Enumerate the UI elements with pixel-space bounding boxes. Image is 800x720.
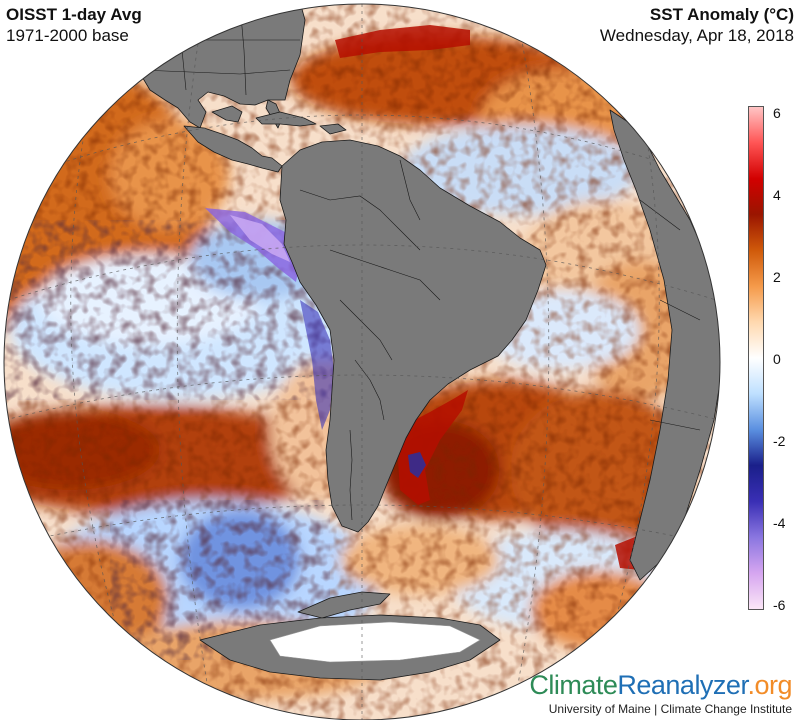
border-line <box>139 69 291 75</box>
colorbar <box>748 106 764 610</box>
logo-part-climate: Climate <box>529 670 618 700</box>
colorbar-tick-label: 2 <box>773 269 781 285</box>
graticule <box>4 4 720 720</box>
chile-coast-cool-band <box>300 300 334 430</box>
peru-cool-anomaly <box>205 208 300 282</box>
site-logo[interactable]: ClimateReanalyzer.org <box>529 670 792 701</box>
variable-block: SST Anomaly (°C) Wednesday, Apr 18, 2018 <box>600 4 794 46</box>
colorbar-tick-label: -2 <box>773 433 786 449</box>
logo-part-reanalyzer: Reanalyzer <box>617 670 748 700</box>
graticule-line <box>39 114 685 171</box>
gulf-stream-warm <box>335 25 470 58</box>
hispaniola-land <box>319 123 347 135</box>
colorbar-tick-label: 0 <box>773 351 781 367</box>
graticule-line <box>609 99 660 641</box>
graticule-line <box>176 29 211 701</box>
variable-title: SST Anomaly (°C) <box>649 5 794 24</box>
graticule-line <box>4 374 720 421</box>
baseline-subtitle: 1971-2000 base <box>6 26 129 45</box>
cuba-land <box>255 111 317 127</box>
logo-part-org: .org <box>747 670 792 700</box>
title-block: OISST 1-day Avg 1971-2000 base <box>6 4 142 46</box>
graticule-line <box>70 99 121 641</box>
border-line <box>329 249 441 301</box>
falklands-current-cool <box>408 452 426 478</box>
institution-credit: University of Maine | Climate Change Ins… <box>548 702 792 716</box>
colorbar-tick-label: 6 <box>773 105 781 121</box>
border-line <box>399 159 421 221</box>
falklands-current-warm <box>398 390 468 505</box>
date-label: Wednesday, Apr 18, 2018 <box>599 26 794 45</box>
border-line <box>299 189 421 251</box>
border-line <box>339 299 393 361</box>
border-line <box>639 199 681 231</box>
antarctic-sea-ice <box>269 621 481 663</box>
border-line <box>649 419 701 431</box>
colorbar-tick-label: -4 <box>773 515 786 531</box>
yucatan-land <box>211 105 243 123</box>
colorbar-tick-label: 4 <box>773 187 781 203</box>
greenland-edge-land <box>469 4 521 19</box>
antarctic-peninsula-land <box>297 591 391 619</box>
border-line <box>354 359 385 421</box>
globe-edge <box>3 3 721 720</box>
south-america-land <box>279 139 547 533</box>
peru-cool-core <box>230 215 290 262</box>
product-title: OISST 1-day Avg <box>6 5 142 24</box>
colorbar-tick-label: -6 <box>773 597 786 613</box>
graticule-line <box>514 29 550 701</box>
border-line <box>659 299 701 321</box>
